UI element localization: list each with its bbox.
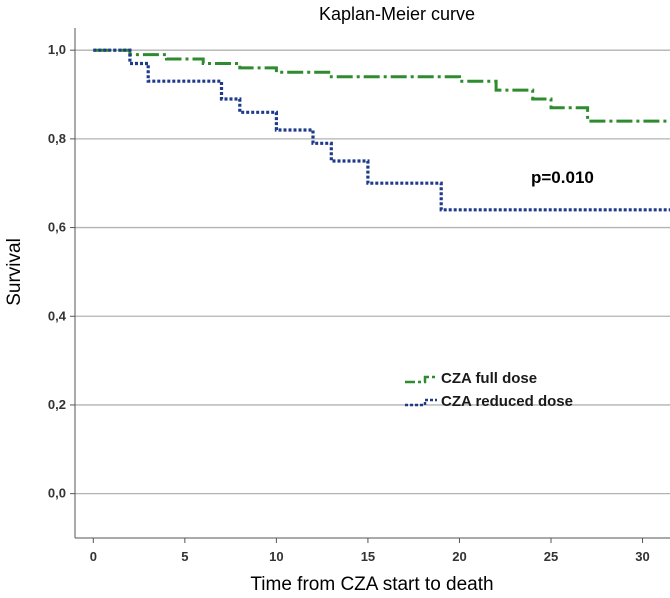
gridlines [75,49,670,495]
y-tick-label: 0,4 [48,308,67,323]
x-tick-label: 30 [635,549,649,564]
legend-label-full-dose: CZA full dose [441,370,537,387]
survival-curves [93,48,670,212]
x-axis-ticks: 0 5 10 15 20 25 30 [90,538,650,564]
x-tick-label: 10 [269,549,283,564]
y-tick-label: 0,6 [48,220,66,235]
chart-title: Kaplan-Meier curve [319,4,475,24]
x-axis-title: Time from CZA start to death [250,574,493,595]
legend: CZA full dose CZA reduced dose [405,370,573,410]
x-tick-label: 25 [544,549,558,564]
y-tick-label: 1,0 [48,42,66,57]
legend-swatch-reduced-dose [405,398,437,407]
survival-curve-reduced-dose [93,48,670,212]
y-tick-label: 0,2 [48,397,66,412]
survival-curve-full-dose [93,48,670,123]
x-tick-label: 20 [452,549,466,564]
x-tick-label: 15 [361,549,375,564]
legend-label-reduced-dose: CZA reduced dose [441,393,573,410]
x-tick-label: 0 [90,549,97,564]
y-tick-label: 0,0 [48,486,66,501]
p-value-annotation: p=0.010 [531,168,594,187]
y-axis-title: Survival [4,238,25,306]
x-tick-label: 5 [181,549,188,564]
legend-swatch-full-dose [405,375,437,384]
y-axis-ticks: 0,0 0,2 0,4 0,6 0,8 1,0 [48,42,75,501]
y-tick-label: 0,8 [48,131,66,146]
